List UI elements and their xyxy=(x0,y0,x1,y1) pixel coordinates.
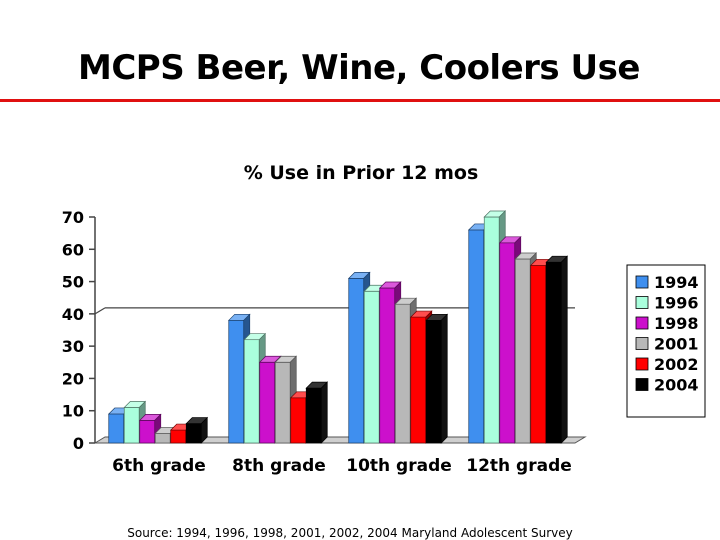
legend-swatch xyxy=(635,316,649,330)
chart-title: % Use in Prior 12 mos xyxy=(244,162,479,184)
legend-label: 1996 xyxy=(654,294,699,313)
bar xyxy=(514,258,531,444)
legend-swatch xyxy=(635,337,649,350)
x-category-label: 8th grade xyxy=(232,456,326,476)
bar xyxy=(154,432,171,444)
bar xyxy=(499,242,516,444)
x-category-label: 12th grade xyxy=(466,456,572,476)
bar xyxy=(425,319,442,444)
y-tick-label: 70 xyxy=(62,208,84,227)
legend-swatch xyxy=(635,357,649,371)
y-tick-label: 30 xyxy=(62,337,84,356)
bar xyxy=(170,429,187,444)
gridline-wall xyxy=(94,307,106,315)
bar xyxy=(394,303,411,444)
legend-label: 1998 xyxy=(654,314,699,333)
bar-side xyxy=(560,255,568,444)
legend-label: 1994 xyxy=(654,273,699,292)
legend-swatch xyxy=(635,378,649,391)
bar-side xyxy=(320,381,328,444)
slide-title: MCPS Beer, Wine, Coolers Use xyxy=(78,48,640,88)
source-note: Source: 1994, 1996, 1998, 2001, 2002, 20… xyxy=(127,526,573,540)
bar xyxy=(545,261,562,444)
bar xyxy=(274,361,291,444)
legend-swatch xyxy=(635,275,649,289)
bar xyxy=(530,265,547,444)
bar xyxy=(468,229,485,444)
bar xyxy=(185,423,202,444)
y-tick-label: 50 xyxy=(62,273,84,292)
bar xyxy=(348,277,365,444)
legend-box xyxy=(626,264,706,418)
bar xyxy=(363,290,380,444)
legend-label: 2001 xyxy=(654,335,699,354)
y-tick-label: 20 xyxy=(62,369,84,388)
bar xyxy=(379,287,396,444)
bar xyxy=(108,413,125,444)
bar xyxy=(123,407,140,444)
bar-side xyxy=(200,416,208,444)
bar xyxy=(410,316,427,444)
y-tick-label: 60 xyxy=(62,240,84,259)
x-category-label: 6th grade xyxy=(112,456,206,476)
bar xyxy=(290,397,307,444)
bar xyxy=(483,216,500,444)
legend-label: 2002 xyxy=(654,355,699,374)
bar xyxy=(305,387,322,444)
legend-label: 2004 xyxy=(654,376,699,395)
y-tick-label: 0 xyxy=(73,434,84,453)
bar xyxy=(139,420,156,444)
legend-swatch xyxy=(635,296,649,309)
title-rule xyxy=(0,99,720,102)
x-category-label: 10th grade xyxy=(346,456,452,476)
bar xyxy=(259,361,276,444)
y-tick-label: 10 xyxy=(62,402,84,421)
bar-side xyxy=(440,313,448,444)
bar-chart: % Use in Prior 12 mos 0 10 20 30 40 50 60 70 6th … xyxy=(62,162,706,476)
y-tick-label: 40 xyxy=(62,305,84,324)
bar xyxy=(243,339,260,444)
bar xyxy=(228,319,245,444)
